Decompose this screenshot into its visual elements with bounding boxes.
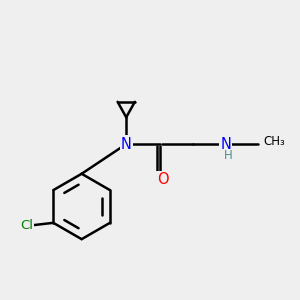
Text: O: O bbox=[158, 172, 169, 187]
Text: N: N bbox=[220, 136, 231, 152]
Text: N: N bbox=[121, 136, 132, 152]
Text: H: H bbox=[224, 149, 233, 162]
Text: CH₃: CH₃ bbox=[264, 135, 286, 148]
Text: Cl: Cl bbox=[20, 219, 33, 232]
